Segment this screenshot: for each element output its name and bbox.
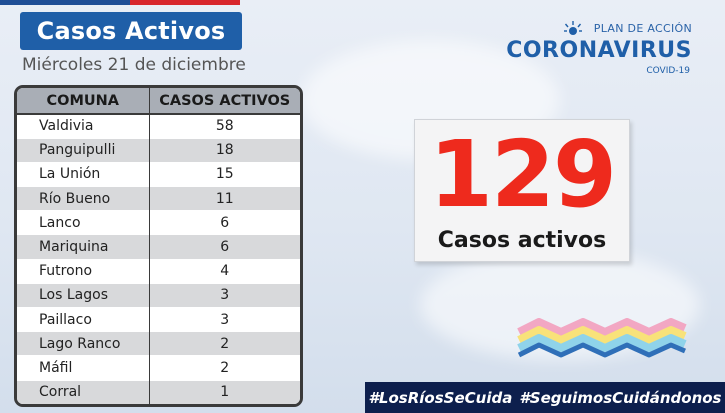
table-row: La Unión 15	[17, 161, 300, 187]
casos-cell: 2	[149, 355, 300, 381]
casos-cell: 3	[149, 282, 300, 308]
table-row: Lago Ranco 2	[17, 331, 300, 356]
comuna-cell: Futrono	[17, 258, 150, 284]
casos-cell: 4	[149, 258, 300, 284]
hashtag-bar: #LosRíosSeCuida #SeguimosCuidándonos	[365, 382, 725, 413]
cases-table: COMUNA CASOS ACTIVOS Valdivia 58 Panguipul…	[14, 85, 303, 407]
comuna-cell: Paillaco	[17, 306, 150, 332]
table-row: Futrono 4	[17, 258, 300, 284]
table-row: Corral 1	[17, 379, 300, 404]
column-header-comuna: COMUNA	[17, 88, 150, 115]
zigzag-decoration-icon	[517, 318, 687, 358]
casos-cell: 1	[149, 379, 300, 404]
comuna-cell: Corral	[17, 379, 150, 404]
casos-cell: 6	[149, 234, 300, 260]
comuna-cell: Los Lagos	[17, 282, 150, 308]
table-row: Mariquina 6	[17, 234, 300, 260]
hashtag-seguimos: #SeguimosCuidándonos	[519, 388, 722, 407]
total-cases-label: Casos activos	[437, 228, 607, 253]
logo-main-text: CORONAVIRUS	[506, 38, 692, 63]
table-row: Máfil 2	[17, 355, 300, 381]
column-header-casos: CASOS ACTIVOS	[149, 88, 300, 115]
casos-cell: 58	[149, 113, 300, 139]
total-cases-value: 129	[428, 121, 617, 228]
comuna-cell: Máfil	[17, 355, 150, 381]
total-cases-box: 129 Casos activos	[414, 119, 630, 262]
table-row: Los Lagos 3	[17, 282, 300, 308]
casos-cell: 15	[149, 161, 300, 187]
table-row: Valdivia 58	[17, 113, 300, 139]
casos-cell: 18	[149, 137, 300, 163]
comuna-cell: Lanco	[17, 210, 150, 235]
report-date: Miércoles 21 de diciembre	[22, 55, 246, 75]
page-title: Casos Activos	[20, 12, 242, 50]
logo-plan-text: PLAN DE ACCIÓN	[593, 22, 692, 35]
table-row: Lanco 6	[17, 210, 300, 235]
comuna-cell: La Unión	[17, 161, 150, 187]
casos-cell: 6	[149, 210, 300, 235]
comuna-cell: Lago Ranco	[17, 331, 150, 356]
comuna-cell: Panguipulli	[17, 137, 150, 163]
hashtag-los-rios: #LosRíosSeCuida	[368, 388, 513, 407]
casos-cell: 11	[149, 186, 300, 211]
comuna-cell: Valdivia	[17, 113, 150, 139]
logo-sub-text: COVID-19	[646, 66, 690, 76]
casos-cell: 3	[149, 306, 300, 332]
table-row: Paillaco 3	[17, 306, 300, 332]
comuna-cell: Mariquina	[17, 234, 150, 260]
table-row: Río Bueno 11	[17, 186, 300, 211]
table-header-row: COMUNA CASOS ACTIVOS	[17, 88, 300, 115]
comuna-cell: Río Bueno	[17, 186, 150, 211]
casos-cell: 2	[149, 331, 300, 356]
coronavirus-logo: PLAN DE ACCIÓN CORONAVIRUS COVID-19	[506, 21, 692, 82]
sun-icon	[564, 21, 582, 35]
table-row: Panguipulli 18	[17, 137, 300, 163]
flag-bar	[0, 0, 240, 5]
